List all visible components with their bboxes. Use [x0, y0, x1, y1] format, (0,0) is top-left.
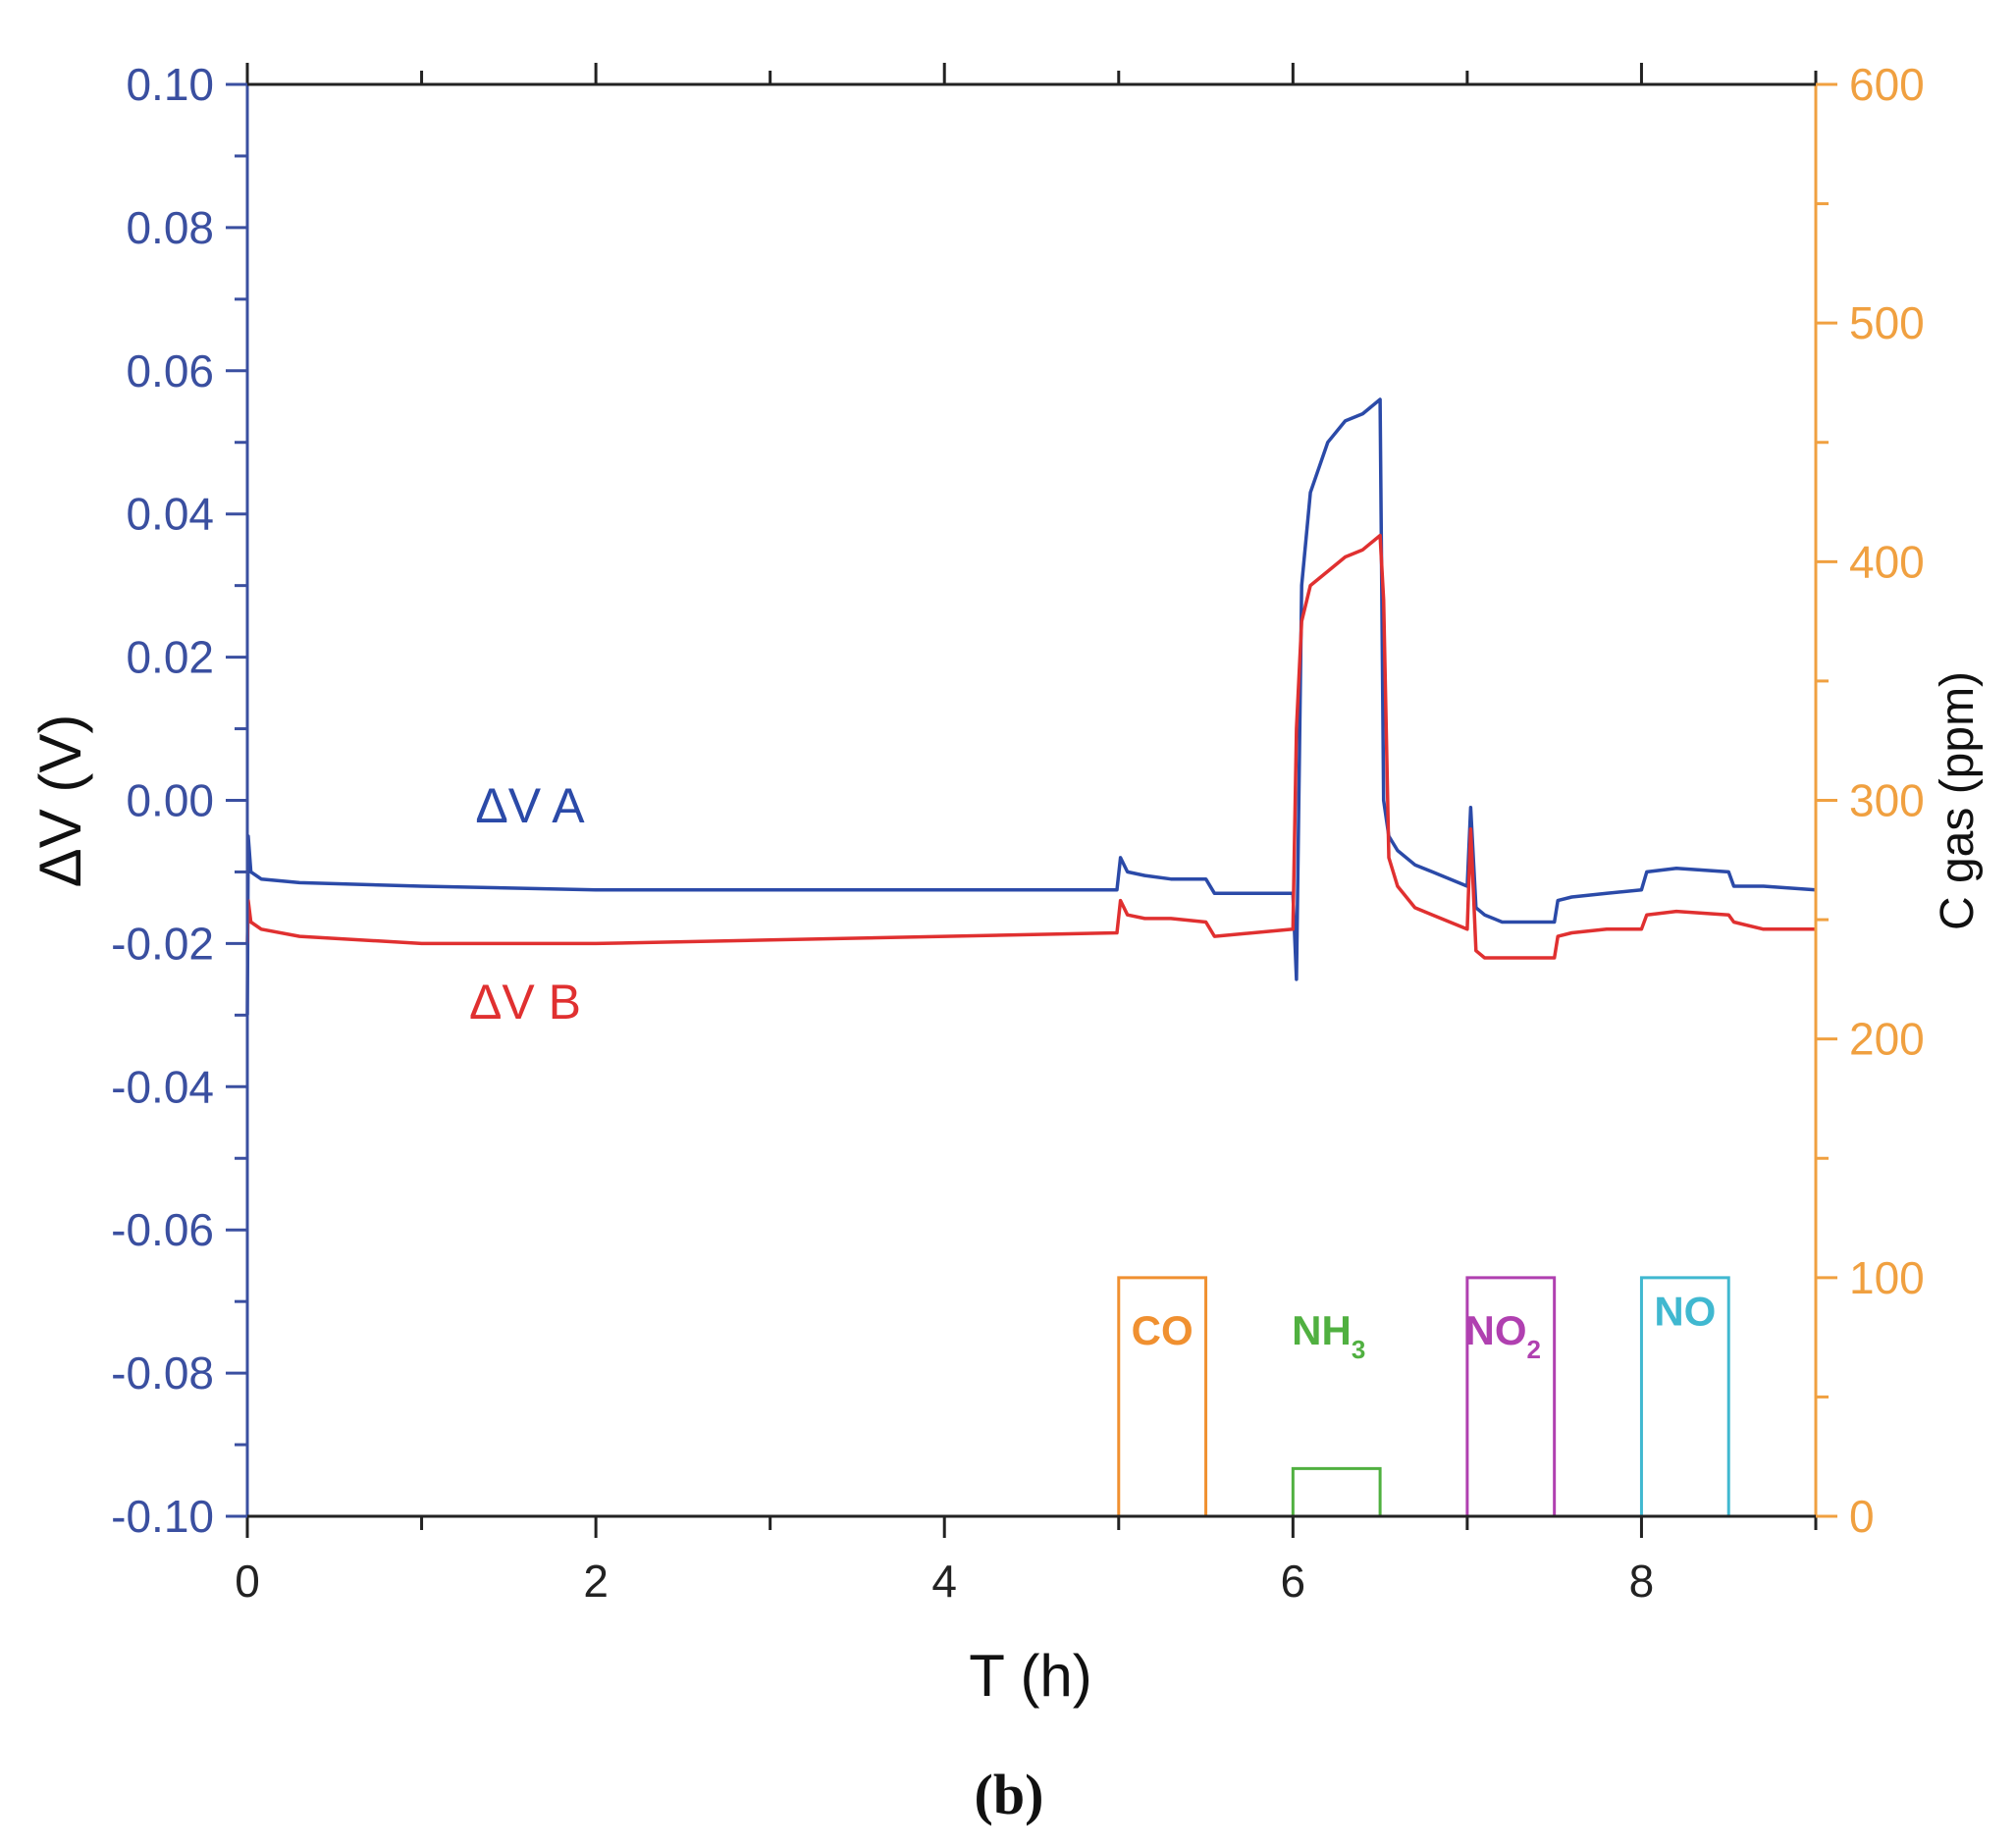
y-left-tick-label: 0.04	[126, 489, 214, 540]
y-right-tick-label: 200	[1849, 1014, 1925, 1065]
y-right-tick-label: 500	[1849, 297, 1925, 348]
series-line-dvA	[245, 397, 1817, 1016]
y-left-tick-label: 0.10	[126, 59, 214, 110]
y-left-tick-label: 0.02	[126, 632, 214, 683]
gas-label-sub-NH3: 3	[1352, 1335, 1365, 1364]
y-right-tick-label: 100	[1849, 1252, 1925, 1303]
x-tick-label: 0	[235, 1556, 260, 1607]
gas-label-CO: CO	[1132, 1307, 1194, 1353]
series-layer	[245, 397, 1817, 1016]
y-right-tick-label: 300	[1849, 775, 1925, 826]
y-left-tick-label: -0.02	[111, 918, 214, 969]
gas-label-NH3: NH3	[1292, 1307, 1365, 1364]
series-line-dvB	[245, 533, 1816, 960]
y-left-tick-label: 0.00	[126, 775, 214, 826]
y-right-tick-label: 400	[1849, 536, 1925, 587]
y-axis-title-left: ΔV (V)	[27, 714, 93, 888]
x-tick-label: 4	[931, 1556, 957, 1607]
gas-label-NO: NO	[1654, 1288, 1716, 1334]
x-tick-label: 6	[1281, 1556, 1306, 1607]
y-left-tick-label: 0.06	[126, 345, 214, 396]
y-left-tick-label: -0.06	[111, 1204, 214, 1255]
y-right-tick-label: 0	[1849, 1491, 1875, 1542]
axes: 0 2 4 6 8 0.10 0.08 0.06 0.04 0.02 0.00 -0.02 -0.04 -…	[111, 59, 1925, 1607]
gas-pulse-NO2	[1465, 1276, 1557, 1516]
series-label-dvA: ΔV A	[475, 778, 585, 833]
gas-pulses: CO NH3 NO2 NO	[1117, 1276, 1730, 1516]
y-axis-title-right: C gas (ppm)	[1932, 671, 1984, 930]
y-left-tick-label: -0.04	[111, 1061, 214, 1112]
figure-caption: (b)	[975, 1763, 1044, 1826]
y-left-tick-label: -0.08	[111, 1347, 214, 1399]
series-label-dvB: ΔV B	[469, 975, 581, 1030]
x-tick-label: 8	[1629, 1556, 1655, 1607]
gas-pulse-CO	[1117, 1276, 1208, 1516]
gas-pulse-NO	[1639, 1276, 1730, 1516]
y-left-tick-label: -0.10	[111, 1491, 214, 1542]
y-right-tick-label: 600	[1849, 59, 1925, 110]
gas-label-sub-NO2: 2	[1527, 1335, 1541, 1364]
y-left-tick-label: 0.08	[126, 202, 214, 253]
x-tick-label: 2	[583, 1556, 609, 1607]
gas-pulse-NH3	[1291, 1466, 1382, 1516]
gas-label-NO2: NO2	[1465, 1307, 1541, 1364]
x-axis-title: T (h)	[969, 1643, 1092, 1709]
